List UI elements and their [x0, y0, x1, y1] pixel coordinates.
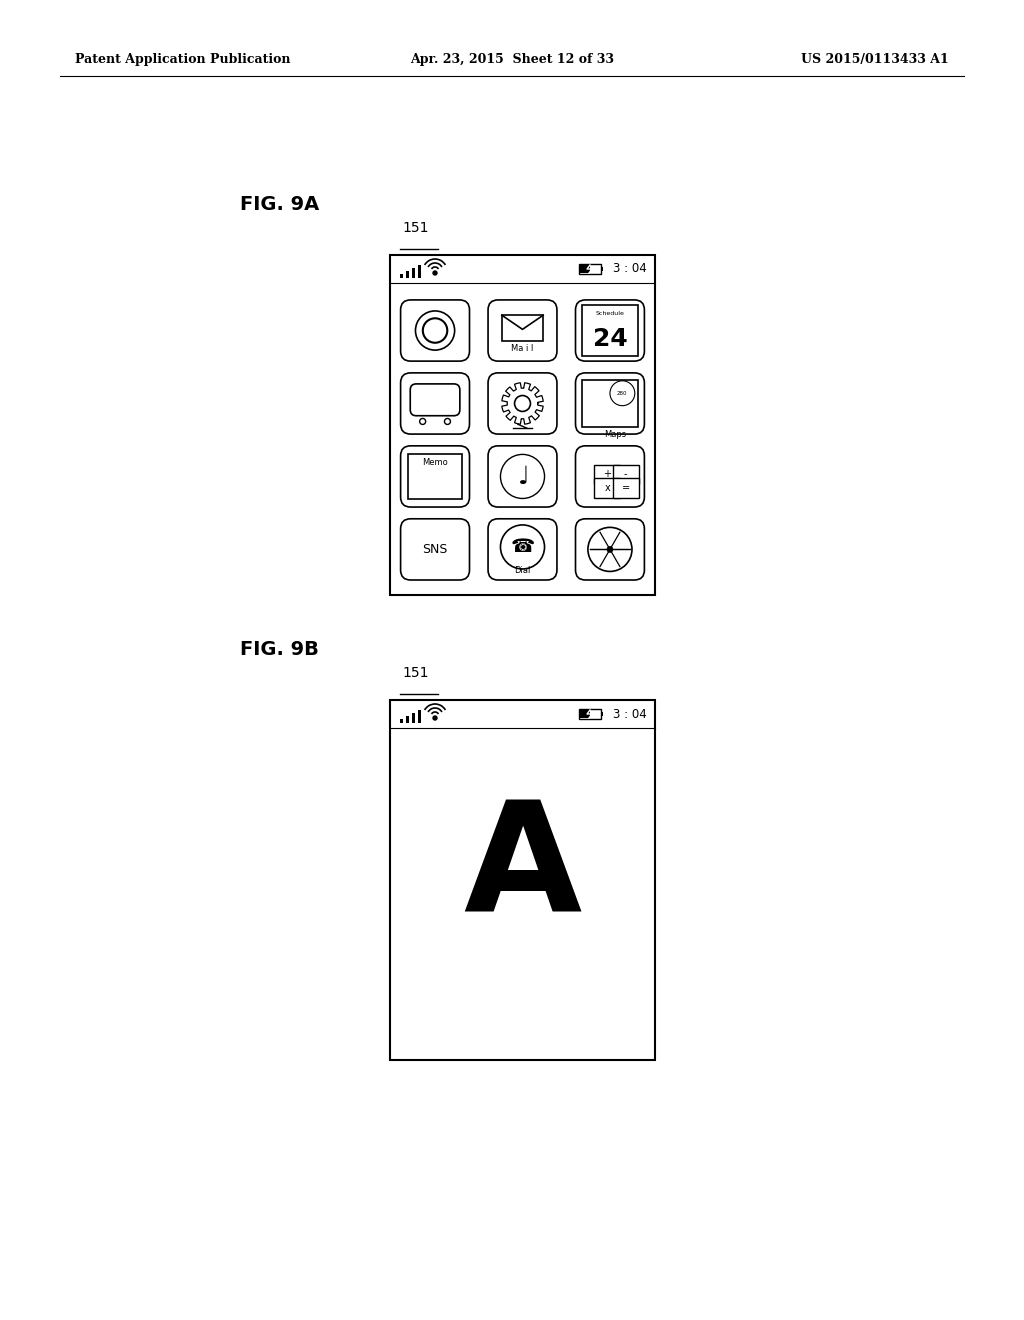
Text: Patent Application Publication: Patent Application Publication: [75, 54, 291, 66]
Text: US 2015/0113433 A1: US 2015/0113433 A1: [801, 54, 949, 66]
Bar: [580, 710, 590, 718]
Text: 151: 151: [402, 667, 428, 680]
Bar: [594, 465, 621, 484]
FancyBboxPatch shape: [488, 300, 557, 362]
Text: Memo: Memo: [422, 458, 447, 467]
Bar: [601, 267, 603, 271]
Text: 3 : 04: 3 : 04: [613, 708, 647, 721]
Circle shape: [433, 715, 437, 719]
FancyBboxPatch shape: [488, 446, 557, 507]
Text: Maps: Maps: [604, 430, 627, 438]
Text: ☎: ☎: [510, 537, 535, 557]
FancyBboxPatch shape: [400, 446, 469, 507]
Bar: [390, 700, 655, 1060]
FancyBboxPatch shape: [411, 384, 460, 416]
Text: 280: 280: [617, 391, 628, 396]
Bar: [601, 711, 603, 715]
Bar: [580, 265, 590, 273]
FancyBboxPatch shape: [575, 372, 644, 434]
FancyBboxPatch shape: [400, 519, 469, 579]
FancyBboxPatch shape: [400, 300, 469, 362]
Bar: [412, 268, 415, 279]
Text: 24: 24: [593, 326, 628, 351]
Bar: [418, 710, 421, 723]
Text: FIG. 9B: FIG. 9B: [240, 640, 318, 659]
FancyBboxPatch shape: [400, 372, 469, 434]
Text: Apr. 23, 2015  Sheet 12 of 33: Apr. 23, 2015 Sheet 12 of 33: [410, 54, 614, 66]
Bar: [594, 478, 621, 498]
Bar: [582, 305, 638, 355]
FancyBboxPatch shape: [575, 300, 644, 362]
Bar: [390, 255, 655, 595]
Text: 3 : 04: 3 : 04: [613, 263, 647, 276]
Bar: [406, 715, 409, 723]
Bar: [582, 380, 638, 426]
Text: +: +: [603, 470, 611, 479]
Bar: [502, 315, 543, 341]
FancyBboxPatch shape: [488, 519, 557, 579]
Bar: [579, 709, 601, 719]
Bar: [579, 264, 601, 275]
Bar: [612, 465, 639, 484]
Text: SNS: SNS: [422, 543, 447, 556]
FancyBboxPatch shape: [575, 446, 644, 507]
Bar: [412, 713, 415, 723]
Circle shape: [607, 546, 613, 552]
Circle shape: [433, 271, 437, 275]
FancyBboxPatch shape: [488, 372, 557, 434]
FancyBboxPatch shape: [575, 519, 644, 579]
Text: -: -: [624, 470, 628, 479]
Bar: [612, 478, 639, 498]
Text: Ma i l: Ma i l: [511, 345, 534, 352]
Text: Schedule: Schedule: [596, 312, 625, 315]
Text: FIG. 9A: FIG. 9A: [240, 195, 319, 214]
Bar: [400, 719, 403, 723]
Text: ♩: ♩: [517, 466, 529, 490]
Bar: [406, 271, 409, 279]
Text: =: =: [622, 483, 630, 494]
Text: x: x: [604, 483, 610, 494]
Text: 151: 151: [402, 220, 428, 235]
Bar: [400, 275, 403, 279]
Bar: [409, 454, 462, 499]
Text: Dial: Dial: [514, 566, 530, 574]
Bar: [418, 265, 421, 279]
Text: A: A: [464, 795, 582, 944]
